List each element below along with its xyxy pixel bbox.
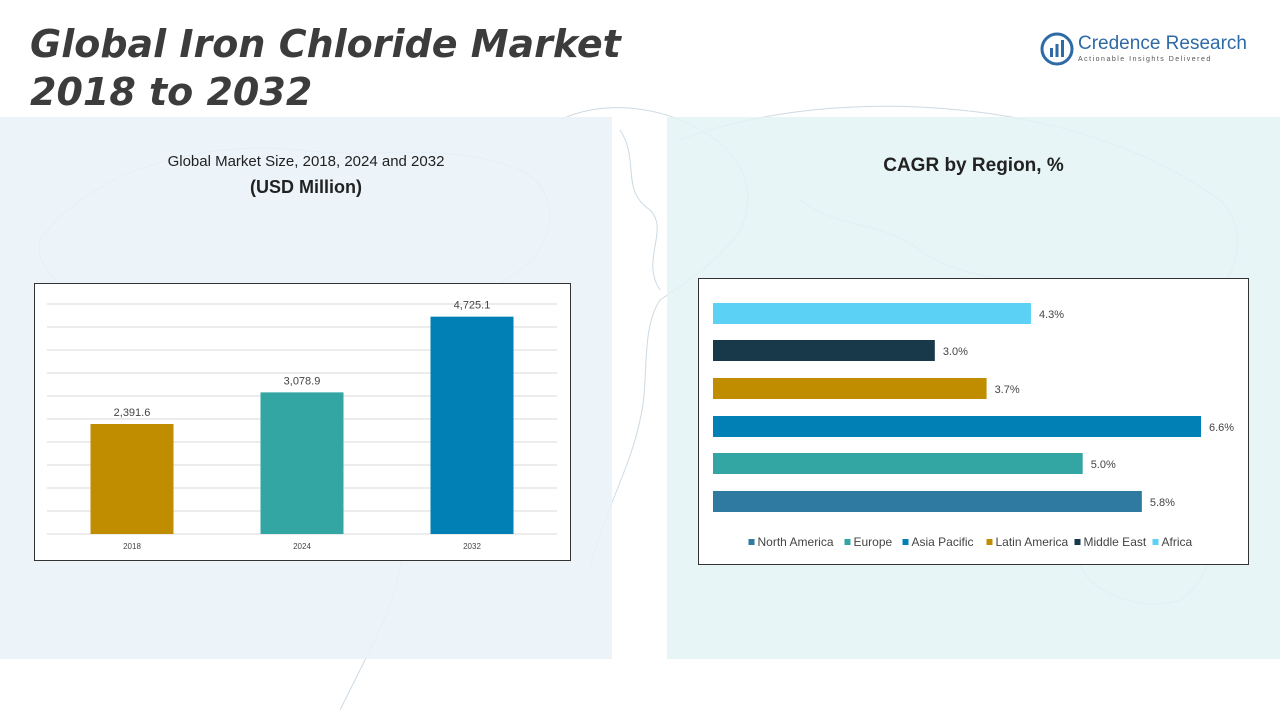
bar-value-label: 6.6% bbox=[1209, 422, 1234, 434]
bar-value-label: 5.0% bbox=[1091, 459, 1116, 471]
market-size-chart-svg: 2,391.6 2018 3,078.9 2024 4,725.1 2032 bbox=[47, 300, 557, 551]
legend-item: Middle East bbox=[1084, 535, 1147, 549]
logo-tagline: Actionable Insights Delivered bbox=[1078, 56, 1212, 63]
legend-item: Latin America bbox=[996, 535, 1069, 549]
bar-value-label: 4.3% bbox=[1039, 309, 1064, 321]
legend-swatch bbox=[902, 539, 909, 545]
market-size-unit: (USD Million) bbox=[250, 177, 362, 197]
logo-name: Credence Research bbox=[1078, 33, 1247, 54]
cagr-title: CAGR by Region, % bbox=[883, 155, 1064, 176]
x-tick-label: 2032 bbox=[463, 542, 481, 551]
legend-item: Europe bbox=[854, 535, 893, 549]
market-size-chart: 2,391.6 2018 3,078.9 2024 4,725.1 2032 bbox=[34, 283, 571, 561]
legend-swatch bbox=[748, 539, 755, 545]
legend-swatch bbox=[1074, 539, 1081, 545]
bar-asia-pacific bbox=[713, 416, 1201, 437]
bar-2018 bbox=[90, 423, 174, 534]
cagr-chart: 4.3% 3.0% 3.7% 6.6% 5.0% 5.8% North America Eur… bbox=[698, 278, 1249, 565]
bar-north-america bbox=[713, 491, 1142, 512]
bar-africa bbox=[713, 303, 1031, 324]
bar-value-label: 3.0% bbox=[943, 346, 968, 358]
legend-swatch bbox=[986, 539, 993, 545]
bar-latin-america bbox=[713, 378, 987, 399]
legend-item: North America bbox=[758, 535, 834, 549]
legend-item: Asia Pacific bbox=[912, 535, 974, 549]
credence-research-logo: Credence Research Actionable Insights De… bbox=[1040, 30, 1255, 70]
bar-value-label: 4,725.1 bbox=[454, 300, 491, 312]
legend-swatch bbox=[1152, 539, 1159, 545]
bar-europe bbox=[713, 453, 1083, 474]
title-line-1: Global Iron Chloride Market bbox=[30, 22, 621, 66]
title-line-2: 2018 to 2032 bbox=[30, 70, 313, 114]
cagr-chart-svg: 4.3% 3.0% 3.7% 6.6% 5.0% 5.8% North America Eur… bbox=[713, 303, 1234, 549]
market-size-subtitle: Global Market Size, 2018, 2024 and 2032 bbox=[167, 153, 445, 170]
bar-2024 bbox=[260, 392, 344, 534]
bar-value-label: 3,078.9 bbox=[284, 375, 321, 387]
logo-mark-icon bbox=[1040, 32, 1074, 66]
bar-value-label: 3.7% bbox=[995, 384, 1020, 396]
bar-middle-east bbox=[713, 340, 935, 361]
bar-2032 bbox=[430, 316, 514, 534]
legend-swatch bbox=[844, 539, 851, 545]
page-title: Global Iron Chloride Market 2018 to 2032 bbox=[30, 20, 650, 116]
x-tick-label: 2018 bbox=[123, 542, 141, 551]
x-tick-label: 2024 bbox=[293, 542, 311, 551]
bar-value-label: 5.8% bbox=[1150, 497, 1175, 509]
bar-value-label: 2,391.6 bbox=[114, 407, 151, 419]
legend-item: Africa bbox=[1162, 535, 1193, 549]
